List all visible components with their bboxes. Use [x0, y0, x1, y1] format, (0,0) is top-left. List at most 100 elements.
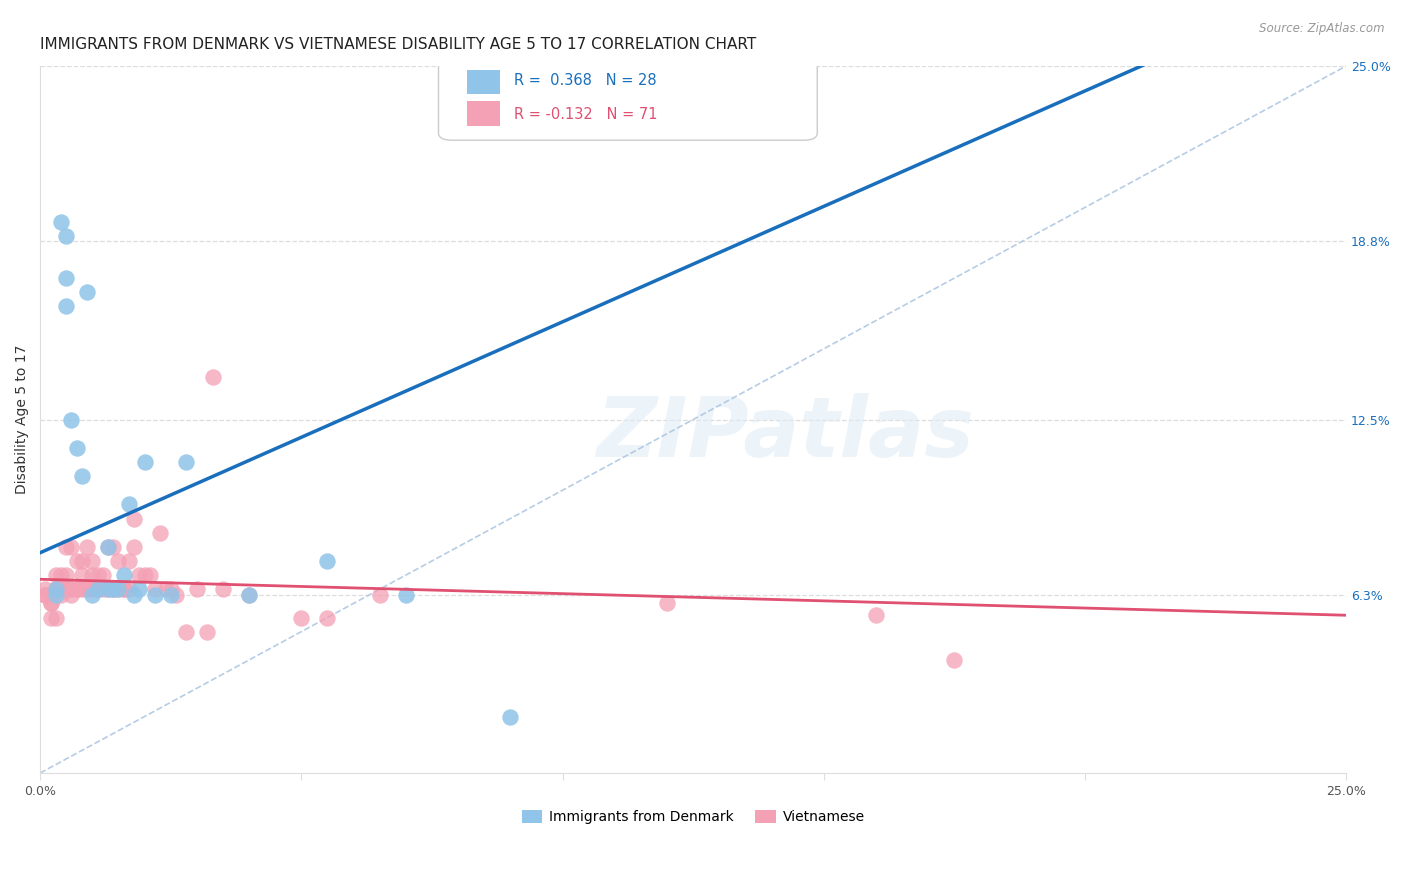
Point — [316, 610, 339, 624]
Point — [49, 214, 72, 228]
Point — [55, 299, 77, 313]
Point — [60, 588, 83, 602]
Text: Source: ZipAtlas.com: Source: ZipAtlas.com — [1260, 22, 1385, 36]
Point — [865, 607, 887, 622]
Point — [82, 588, 104, 602]
Point — [112, 582, 135, 597]
Point — [45, 582, 67, 597]
Point — [134, 568, 156, 582]
Point — [34, 588, 56, 602]
Text: R = -0.132   N = 71: R = -0.132 N = 71 — [515, 107, 658, 122]
Point — [122, 540, 145, 554]
Point — [34, 588, 56, 602]
FancyBboxPatch shape — [467, 102, 501, 126]
Point — [143, 588, 166, 602]
Point — [176, 624, 198, 639]
FancyBboxPatch shape — [467, 70, 501, 95]
Point — [107, 582, 129, 597]
Point — [201, 370, 224, 384]
Point — [55, 568, 77, 582]
Point — [118, 554, 141, 568]
Point — [49, 582, 72, 597]
Point — [290, 610, 312, 624]
Point — [97, 582, 120, 597]
Point — [103, 582, 125, 597]
Point — [49, 582, 72, 597]
Point — [86, 582, 108, 597]
Point — [943, 653, 966, 667]
Point — [55, 582, 77, 597]
Point — [60, 412, 83, 426]
Point — [82, 582, 104, 597]
Point — [39, 596, 62, 610]
Point — [60, 540, 83, 554]
Point — [238, 588, 260, 602]
Point — [39, 610, 62, 624]
Point — [128, 568, 150, 582]
Point — [86, 568, 108, 582]
Point — [103, 582, 125, 597]
Point — [97, 540, 120, 554]
Point — [97, 540, 120, 554]
Point — [143, 582, 166, 597]
Point — [122, 511, 145, 525]
Point — [103, 540, 125, 554]
Point — [82, 554, 104, 568]
Point — [66, 554, 89, 568]
Point — [212, 582, 235, 597]
Point — [91, 568, 114, 582]
Point — [238, 588, 260, 602]
Text: ZIPatlas: ZIPatlas — [596, 393, 973, 475]
Point — [118, 582, 141, 597]
Point — [39, 596, 62, 610]
Point — [55, 271, 77, 285]
Point — [97, 582, 120, 597]
Point — [76, 582, 98, 597]
Point — [165, 588, 187, 602]
Point — [122, 588, 145, 602]
Point — [112, 582, 135, 597]
Point — [60, 582, 83, 597]
Point — [66, 582, 89, 597]
Point — [82, 568, 104, 582]
Point — [76, 285, 98, 300]
Text: IMMIGRANTS FROM DENMARK VS VIETNAMESE DISABILITY AGE 5 TO 17 CORRELATION CHART: IMMIGRANTS FROM DENMARK VS VIETNAMESE DI… — [41, 37, 756, 53]
Point — [134, 455, 156, 469]
Y-axis label: Disability Age 5 to 17: Disability Age 5 to 17 — [15, 345, 30, 494]
Point — [55, 228, 77, 243]
Point — [195, 624, 218, 639]
Point — [176, 455, 198, 469]
Point — [60, 582, 83, 597]
Point — [149, 525, 172, 540]
Point — [155, 582, 177, 597]
Point — [70, 469, 93, 483]
Point — [159, 588, 181, 602]
Point — [66, 441, 89, 455]
Point — [655, 596, 678, 610]
Point — [34, 582, 56, 597]
Point — [49, 568, 72, 582]
Point — [107, 554, 129, 568]
Point — [107, 582, 129, 597]
Point — [45, 610, 67, 624]
Point — [186, 582, 208, 597]
Point — [76, 540, 98, 554]
Point — [76, 582, 98, 597]
Point — [395, 588, 418, 602]
Point — [55, 582, 77, 597]
Point — [66, 582, 89, 597]
Point — [49, 588, 72, 602]
Point — [45, 582, 67, 597]
Point — [70, 568, 93, 582]
Text: R =  0.368   N = 28: R = 0.368 N = 28 — [515, 73, 657, 88]
Point — [70, 582, 93, 597]
Point — [499, 709, 522, 723]
FancyBboxPatch shape — [439, 55, 817, 140]
Legend: Immigrants from Denmark, Vietnamese: Immigrants from Denmark, Vietnamese — [516, 805, 870, 830]
Point — [45, 568, 67, 582]
Point — [316, 554, 339, 568]
Point — [70, 554, 93, 568]
Point — [91, 582, 114, 597]
Point — [103, 582, 125, 597]
Point — [112, 568, 135, 582]
